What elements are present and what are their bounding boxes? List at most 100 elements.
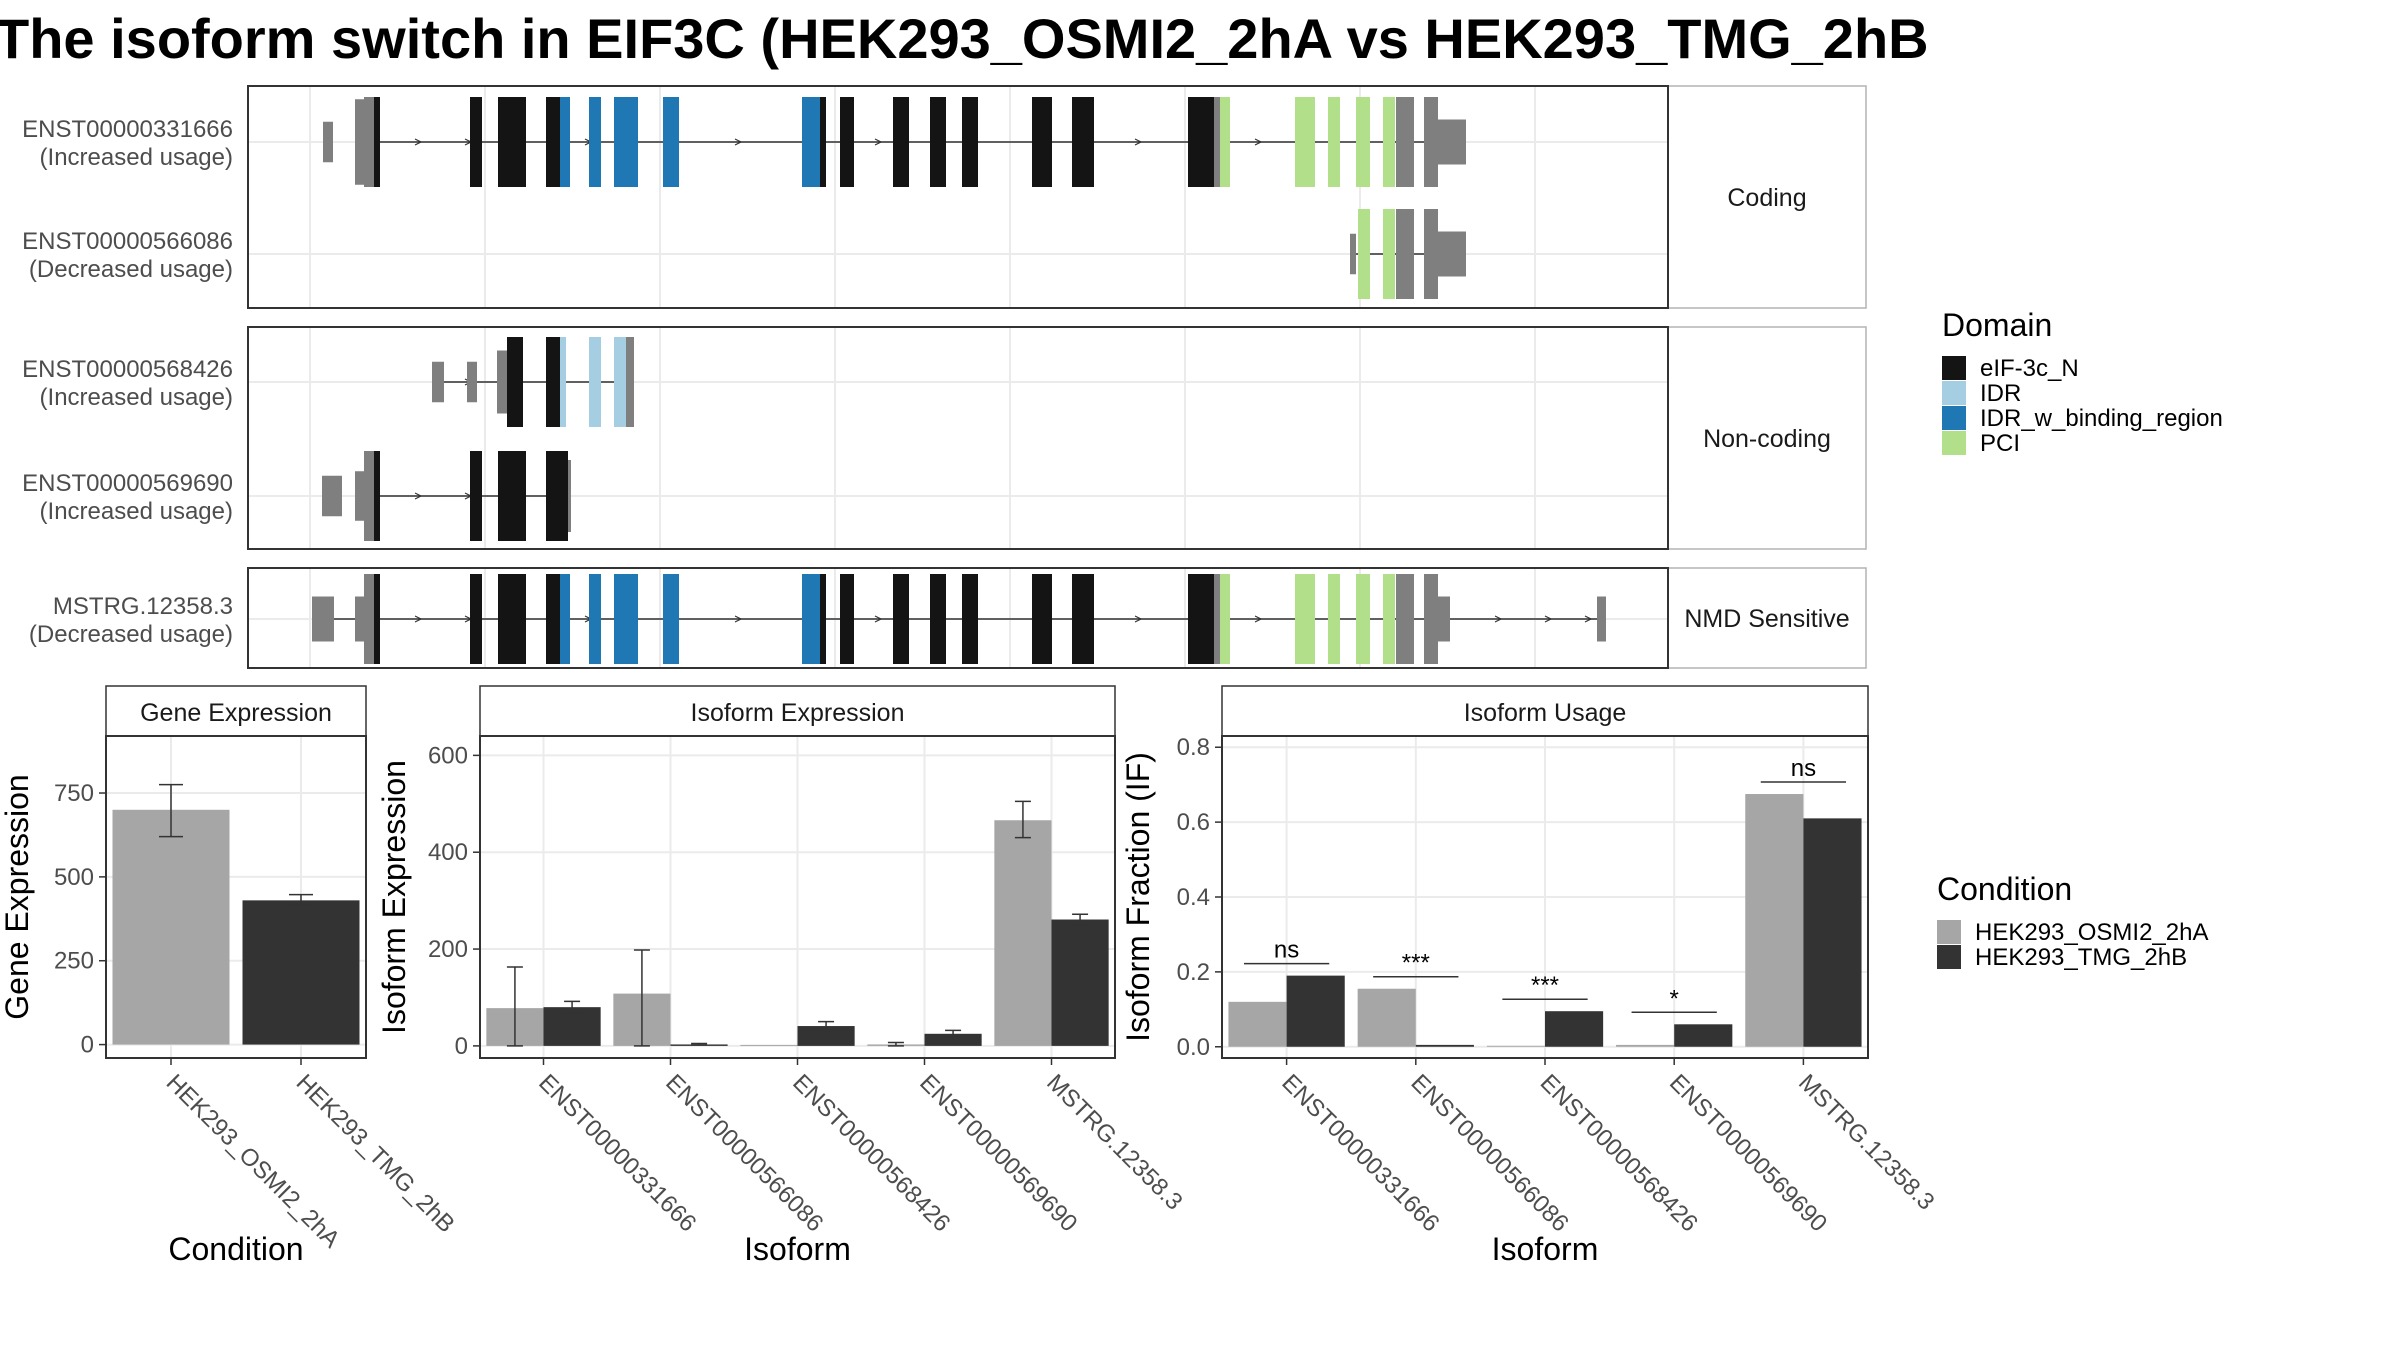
- exon-block: [1424, 209, 1438, 299]
- transcript-usage-label: (Decreased usage): [29, 256, 233, 283]
- exon-block: [1438, 596, 1450, 642]
- legend-title: Condition: [1937, 871, 2072, 907]
- domain-block: [560, 574, 570, 664]
- legend-label: HEK293_TMG_2hB: [1975, 944, 2187, 971]
- exon-block: [1214, 574, 1220, 664]
- domain-block: [1188, 574, 1214, 664]
- bar: [112, 809, 230, 1045]
- domain-block: [930, 97, 946, 187]
- domain-block: [1383, 574, 1395, 664]
- significance-label: ***: [1531, 972, 1559, 999]
- legend-key: [1937, 945, 1961, 969]
- strand-arrow: [1134, 138, 1143, 146]
- domain-block: [820, 97, 826, 187]
- domain-block: [498, 574, 526, 664]
- bar: [1286, 975, 1345, 1047]
- transcript-usage-label: (Increased usage): [40, 144, 233, 171]
- domain-block: [1032, 574, 1052, 664]
- domain-block: [663, 97, 679, 187]
- bar: [994, 820, 1052, 1046]
- domain-block: [1220, 97, 1230, 187]
- x-axis-title: Isoform: [744, 1231, 851, 1267]
- legend-label: IDR_w_binding_region: [1980, 405, 2223, 432]
- bar: [1745, 794, 1804, 1047]
- exon-block: [312, 596, 334, 642]
- legend-label: PCI: [1980, 430, 2020, 457]
- domain-block: [1328, 97, 1340, 187]
- bar: [1228, 1001, 1287, 1047]
- facet-strip: [1667, 85, 1867, 309]
- domain-block: [614, 97, 638, 187]
- chart-gene-expression: Gene Expression0250500750HEK293_OSMI2_2h…: [0, 685, 460, 1267]
- domain-block: [663, 574, 679, 664]
- domain-block: [893, 574, 909, 664]
- domain-block: [820, 574, 826, 664]
- domain-block: [1356, 574, 1370, 664]
- transcript-id-label: MSTRG.12358.3: [53, 593, 233, 620]
- domain-block: [498, 451, 526, 541]
- y-tick-label: 0.8: [1177, 734, 1210, 761]
- y-tick-label: 0.2: [1177, 959, 1210, 986]
- exon-block: [568, 460, 571, 532]
- transcript-id-label: ENST00000568426: [22, 356, 233, 383]
- domain-block: [374, 97, 380, 187]
- domain-block: [589, 574, 601, 664]
- y-tick-label: 0.4: [1177, 884, 1210, 911]
- domain-block: [560, 337, 566, 427]
- strand-arrow: [414, 138, 423, 146]
- exon-block: [322, 475, 342, 517]
- y-tick-label: 0: [81, 1032, 94, 1059]
- bar: [1415, 1044, 1474, 1047]
- strand-arrow: [1254, 615, 1263, 623]
- bar: [924, 1033, 982, 1046]
- transcript-usage-label: (Increased usage): [40, 384, 233, 411]
- domain-block: [589, 97, 601, 187]
- bar: [1486, 1045, 1545, 1047]
- y-tick-label: 500: [54, 864, 94, 891]
- strand-arrow: [414, 615, 423, 623]
- domain-block: [802, 97, 820, 187]
- strand-arrow: [1134, 615, 1143, 623]
- domain-block: [470, 574, 482, 664]
- exon-block: [1396, 574, 1414, 664]
- domain-block: [962, 97, 978, 187]
- strand-arrow: [1254, 138, 1263, 146]
- transcript-id-label: ENST00000569690: [22, 470, 233, 497]
- domain-block: [546, 97, 560, 187]
- facet-strip-label: NMD Sensitive: [1684, 605, 1849, 633]
- strand-arrow: [874, 138, 883, 146]
- strand-arrow: [874, 615, 883, 623]
- domain-block: [546, 451, 568, 541]
- domain-block: [1072, 97, 1094, 187]
- domain-block: [1032, 97, 1052, 187]
- exon-block: [355, 596, 365, 642]
- domain-block: [1220, 574, 1230, 664]
- transcript-id-label: ENST00000566086: [22, 228, 233, 255]
- transcript-usage-label: (Decreased usage): [29, 621, 233, 648]
- facet-strip-label: Non-coding: [1703, 425, 1831, 453]
- legends: Domain eIF-3c_NIDRIDR_w_binding_regionPCI…: [1937, 307, 2223, 971]
- exon-block: [355, 99, 365, 185]
- legend-label: HEK293_OSMI2_2hA: [1975, 919, 2208, 946]
- exon-block: [1214, 97, 1220, 187]
- strand-arrow: [1544, 615, 1553, 623]
- structure-group-non-coding: Non-coding ENST00000568426(Increased usag…: [22, 326, 1867, 550]
- chart-strip: [479, 685, 1116, 737]
- facet-strip-label: Coding: [1727, 184, 1806, 212]
- bar-charts: Gene Expression0250500750HEK293_OSMI2_2h…: [0, 685, 1940, 1267]
- y-tick-label: 400: [428, 839, 468, 866]
- domain-block: [498, 97, 526, 187]
- legend-key: [1937, 920, 1961, 944]
- bar: [1545, 1011, 1604, 1047]
- exon-block: [467, 361, 477, 403]
- y-tick-label: 750: [54, 780, 94, 807]
- domain-block: [893, 97, 909, 187]
- chart-strip: [105, 685, 367, 737]
- domain-block: [546, 574, 560, 664]
- bar: [797, 1026, 855, 1046]
- domain-block: [1295, 97, 1315, 187]
- domain-block: [930, 574, 946, 664]
